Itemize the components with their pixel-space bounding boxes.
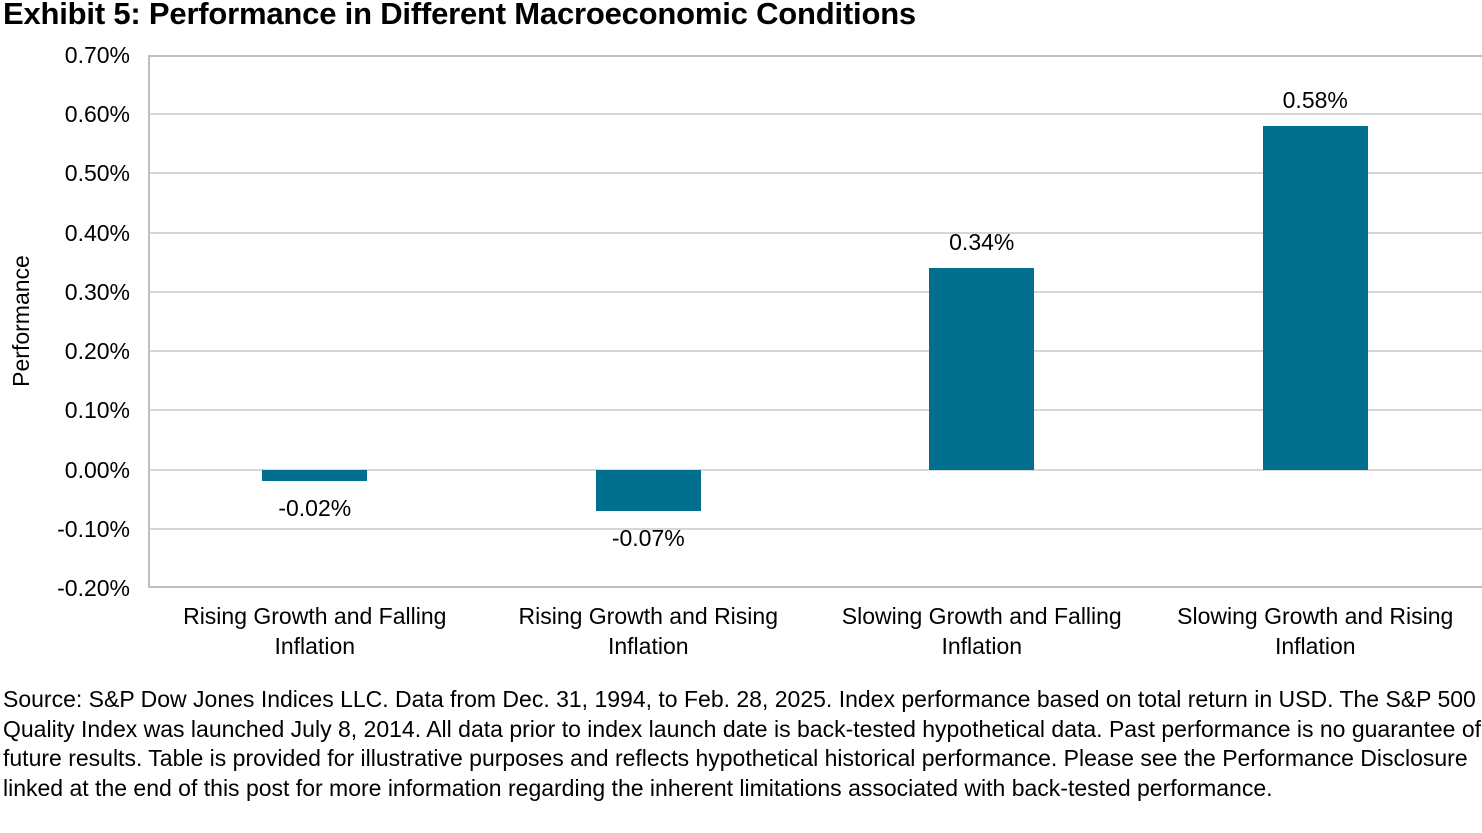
bar-value-label: 0.34% xyxy=(949,229,1015,256)
gridline xyxy=(150,350,1482,353)
x-category-label: Slowing Growth and Rising Inflation xyxy=(1177,603,1454,659)
gridline xyxy=(150,172,1482,175)
x-category-label: Rising Growth and Falling Inflation xyxy=(183,603,447,659)
y-axis-tick-label: 0.10% xyxy=(64,397,130,424)
x-category-label: Rising Growth and Rising Inflation xyxy=(518,603,778,659)
y-axis-tick-label: -0.20% xyxy=(57,575,130,601)
chart-title: Exhibit 5: Performance in Different Macr… xyxy=(3,0,916,31)
bar-value-label: 0.58% xyxy=(1282,87,1348,114)
bar-1 xyxy=(262,469,368,482)
gridline xyxy=(150,290,1482,293)
y-axis-tick-label: -0.10% xyxy=(57,515,130,542)
y-axis-tick-label: 0.20% xyxy=(64,338,130,365)
bar-value-label: -0.07% xyxy=(611,525,685,551)
gridline xyxy=(150,409,1482,412)
y-axis-tick-label: 0.40% xyxy=(64,219,130,246)
source-note: Source: S&P Dow Jones Indices LLC. Data … xyxy=(3,686,1482,801)
plot-area: -0.02% -0.07% 0.34% 0.58% xyxy=(148,55,1482,588)
bar-2 xyxy=(595,469,701,511)
bar-value-label: -0.02% xyxy=(278,495,352,522)
y-axis-tick-label: 0.70% xyxy=(64,42,130,68)
y-axis-tick-labels: 0.70% 0.60% 0.50% 0.40% 0.30% 0.20% 0.10% 0.00%… xyxy=(0,42,130,601)
x-category-label: Slowing Growth and Falling Inflation xyxy=(841,603,1122,659)
gridline xyxy=(150,231,1482,234)
gridline xyxy=(150,468,1482,471)
x-axis-labels: Rising Growth and Falling Inflation Risin… xyxy=(148,601,1482,663)
y-axis-tick-label: 0.30% xyxy=(64,278,130,305)
gridline xyxy=(150,113,1482,116)
y-axis-tick-label: 0.60% xyxy=(64,101,130,128)
gridline xyxy=(150,527,1482,530)
bar-3 xyxy=(929,268,1035,470)
bar-4 xyxy=(1262,126,1368,470)
y-axis-tick-label: 0.00% xyxy=(64,456,130,483)
y-axis-tick-label: 0.50% xyxy=(64,160,130,187)
